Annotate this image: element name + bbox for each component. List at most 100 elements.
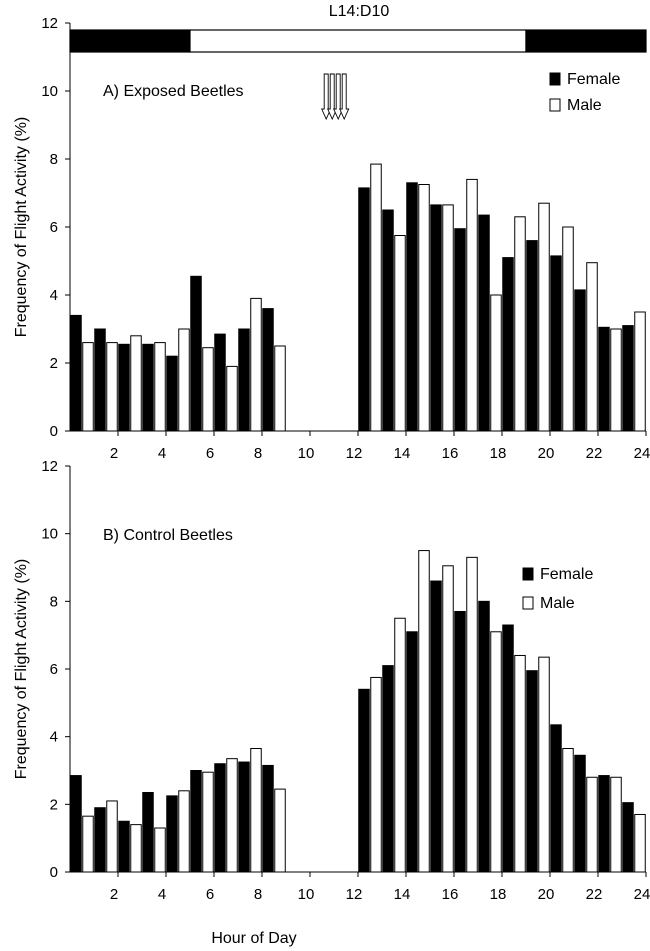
x-tick-label: 6 [206,886,214,903]
bar-female [238,761,250,873]
bar-female [478,600,490,873]
x-tick-label: 4 [158,886,166,903]
bar-female [142,343,154,432]
bar-male [154,342,166,432]
down-arrow-icon [339,73,350,121]
y-tick-label: 2 [50,796,58,813]
x-tick-label: 16 [442,886,459,903]
x-tick-label: 12 [346,886,363,903]
x-tick-label: 20 [538,886,555,903]
photoperiod-dark-segment [69,29,191,53]
bar-male [82,342,94,432]
bar-female [142,791,154,873]
x-tick-label: 16 [442,445,459,462]
bar-male [130,824,142,873]
y-tick-label: 8 [50,151,58,168]
bar-male [130,335,142,432]
bar-female [166,355,178,432]
bar-male [562,226,574,432]
bar-female [190,275,202,432]
bar-female [502,624,514,873]
bar-female [382,665,394,873]
bar-male [226,758,238,873]
x-axis-title: Hour of Day [211,930,296,947]
bar-male [178,328,190,432]
bar-male [442,204,454,432]
legend-label-male: Male [540,595,575,612]
legend-swatch-male [549,98,561,112]
bar-female [166,795,178,873]
x-tick-label: 22 [586,886,603,903]
bar-male [634,311,646,432]
bar-female [214,333,226,432]
bar-female [358,187,370,432]
x-tick-label: 10 [298,886,315,903]
x-tick-label: 2 [110,886,118,903]
bar-female [94,328,106,432]
x-tick-label: 14 [394,886,411,903]
bar-female [406,631,418,873]
bar-female [118,820,130,873]
y-tick-label: 2 [50,355,58,372]
bar-male [466,178,478,432]
y-tick-label: 12 [41,458,58,475]
bar-female [622,325,634,432]
legend-swatch-female [522,567,534,581]
bar-female [454,228,466,432]
x-tick-label: 2 [110,445,118,462]
bar-female [526,240,538,432]
x-tick-label: 6 [206,445,214,462]
bar-female [526,670,538,873]
bar-male [370,163,382,432]
bar-male [514,216,526,432]
bar-male [610,328,622,432]
x-tick-label: 20 [538,445,555,462]
y-tick-label: 10 [41,83,58,100]
bar-female [598,326,610,432]
bar-male [514,654,526,873]
bar-male [562,748,574,873]
photoperiod-label: L14:D10 [329,3,390,20]
y-tick-label: 12 [41,15,58,32]
bar-male [442,565,454,873]
bar-male [202,347,214,432]
x-tick-label: 12 [346,445,363,462]
x-tick-label: 22 [586,445,603,462]
bar-male [610,776,622,873]
x-tick-label: 24 [634,886,650,903]
bar-female [454,610,466,873]
bar-male [586,776,598,873]
bar-female [430,580,442,873]
bar-male [202,771,214,873]
y-tick-label: 10 [41,526,58,543]
bar-male [538,202,550,432]
bar-female [574,289,586,432]
y-axis-title: Frequency of Flight Activity (%) [13,117,30,338]
y-axis-title: Frequency of Flight Activity (%) [13,559,30,780]
panel-title: B) Control Beetles [103,527,233,544]
legend-label-male: Male [567,97,602,114]
bar-male [586,262,598,432]
photoperiod-bar: L14:D10 [69,3,647,53]
panel-title: A) Exposed Beetles [103,83,244,100]
bar-female [70,775,82,873]
bar-male [178,790,190,873]
bar-male [82,815,94,873]
y-tick-label: 6 [50,219,58,236]
bar-male [250,297,262,432]
bar-male [106,342,118,432]
bar-female [214,763,226,873]
bar-female [382,209,394,432]
y-tick-label: 0 [50,423,58,440]
down-arrow-icon [321,73,332,121]
bar-male [418,184,430,432]
bar-male [274,345,286,432]
bar-male [490,294,502,432]
x-tick-label: 8 [254,445,262,462]
y-tick-label: 6 [50,661,58,678]
bar-female [70,314,82,432]
x-tick-label: 8 [254,886,262,903]
